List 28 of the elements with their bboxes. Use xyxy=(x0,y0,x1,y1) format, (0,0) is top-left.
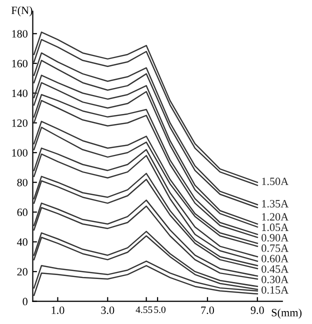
x-tick-label: 7.0 xyxy=(201,306,214,314)
series-label: 0.30A xyxy=(262,276,289,284)
x-tick-label: 9.0 xyxy=(250,306,264,314)
y-tick-label: 180 xyxy=(12,30,28,38)
y-tick-label: 60 xyxy=(17,208,28,216)
x-axis-title: S(mm) xyxy=(272,308,302,319)
series-label: 0.75A xyxy=(262,244,289,252)
y-tick-label: 80 xyxy=(17,178,28,186)
series-label: 0.15A xyxy=(262,286,289,294)
y-tick-label: 120 xyxy=(12,119,28,127)
series-label: 1.05A xyxy=(262,224,289,232)
x-tick-label: 5.0 xyxy=(154,306,166,314)
y-tick-label: 160 xyxy=(12,60,28,68)
x-tick-label: 3.0 xyxy=(101,306,114,314)
y-tick-label: 100 xyxy=(12,149,28,157)
series-label: 0.60A xyxy=(262,254,289,262)
series-label: 1.20A xyxy=(262,213,289,221)
y-tick-label: 0 xyxy=(22,298,28,306)
x-tick-label: 4.55 xyxy=(136,306,152,314)
series-label: 1.35A xyxy=(262,200,289,208)
y-tick-label: 140 xyxy=(12,90,28,98)
series-label: 0.45A xyxy=(262,265,289,273)
y-tick-label: 20 xyxy=(17,268,28,276)
x-tick-label: 1.0 xyxy=(52,306,64,314)
y-axis-title: F(N) xyxy=(11,6,32,16)
series-label: 1.50A xyxy=(262,178,289,186)
series-label: 0.90A xyxy=(262,234,289,242)
y-tick-label: 40 xyxy=(17,238,28,246)
